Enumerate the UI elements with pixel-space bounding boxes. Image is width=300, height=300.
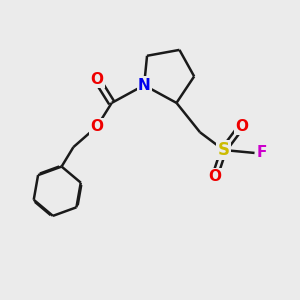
Text: O: O: [235, 119, 248, 134]
Text: F: F: [257, 146, 267, 160]
Text: O: O: [91, 119, 103, 134]
Text: S: S: [218, 141, 230, 159]
Text: O: O: [91, 72, 103, 87]
Text: O: O: [208, 169, 221, 184]
Text: N: N: [138, 78, 151, 93]
